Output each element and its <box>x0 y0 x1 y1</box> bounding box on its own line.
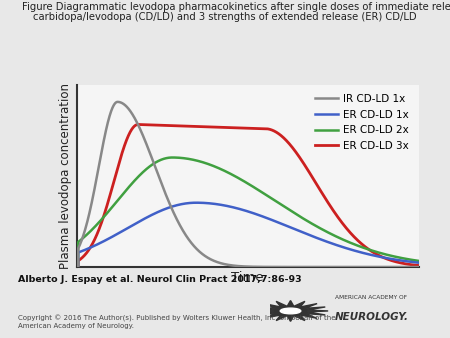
Text: carbidopa/levodopa (CD/LD) and 3 strengths of extended release (ER) CD/LD: carbidopa/levodopa (CD/LD) and 3 strengt… <box>33 12 417 22</box>
Legend: IR CD-LD 1x, ER CD-LD 1x, ER CD-LD 2x, ER CD-LD 3x: IR CD-LD 1x, ER CD-LD 1x, ER CD-LD 2x, E… <box>311 90 413 155</box>
Text: AMERICAN ACADEMY OF: AMERICAN ACADEMY OF <box>335 295 407 300</box>
Circle shape <box>280 308 301 314</box>
Text: Copyright © 2016 The Author(s). Published by Wolters Kluwer Health, Inc. on beha: Copyright © 2016 The Author(s). Publishe… <box>18 314 336 329</box>
Text: NEUROLOGY.: NEUROLOGY. <box>335 312 409 322</box>
Text: Alberto J. Espay et al. Neurol Clin Pract 2017;7:86-93: Alberto J. Espay et al. Neurol Clin Prac… <box>18 275 302 285</box>
Polygon shape <box>253 300 328 321</box>
Text: Figure Diagrammatic levodopa pharmacokinetics after single doses of immediate re: Figure Diagrammatic levodopa pharmacokin… <box>22 2 450 12</box>
X-axis label: Time: Time <box>231 271 264 284</box>
Y-axis label: Plasma levodopa concentration: Plasma levodopa concentration <box>59 83 72 269</box>
